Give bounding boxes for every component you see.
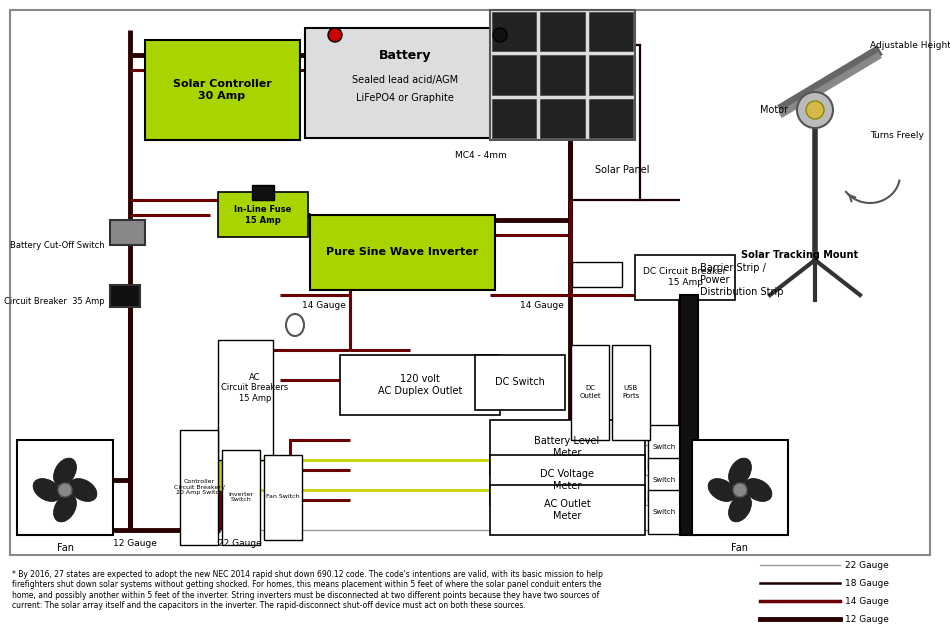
Bar: [692, 440, 788, 535]
Bar: [490, 420, 645, 475]
Text: AC Outlet
Meter: AC Outlet Meter: [543, 499, 590, 521]
Text: Switch: Switch: [653, 509, 675, 515]
Circle shape: [58, 483, 72, 497]
Text: Battery Level
Meter: Battery Level Meter: [534, 436, 599, 458]
Text: Controller
Circuit Breaker /
20 Amp Switch: Controller Circuit Breaker / 20 Amp Swit…: [174, 479, 224, 495]
Bar: [571, 345, 609, 440]
Text: Sealed lead acid/AGM: Sealed lead acid/AGM: [352, 75, 458, 85]
Text: Motor: Motor: [760, 105, 788, 115]
Bar: [648, 490, 680, 534]
Ellipse shape: [33, 479, 61, 501]
Text: USB
Ports: USB Ports: [622, 386, 639, 399]
Bar: [10, 10, 930, 555]
Bar: [475, 355, 565, 410]
Text: Solar Tracking Mount: Solar Tracking Mount: [741, 250, 859, 260]
Bar: [589, 55, 633, 94]
Ellipse shape: [69, 479, 97, 501]
Text: Inverter
Switch: Inverter Switch: [228, 491, 254, 502]
Ellipse shape: [744, 479, 772, 501]
Ellipse shape: [729, 494, 751, 522]
Text: 12 Gauge: 12 Gauge: [845, 614, 889, 624]
Text: Fan: Fan: [732, 543, 749, 553]
Text: 18 Gauge: 18 Gauge: [845, 578, 889, 588]
Bar: [110, 285, 140, 307]
Text: * By 2016, 27 states are expected to adopt the new NEC 2014 rapid shut down 690.: * By 2016, 27 states are expected to ado…: [12, 570, 603, 610]
Text: Pure Sine Wave Inverter: Pure Sine Wave Inverter: [326, 247, 478, 257]
Text: 14 Gauge: 14 Gauge: [520, 301, 564, 309]
Bar: [492, 99, 537, 138]
Text: MC4 - 4mm: MC4 - 4mm: [455, 151, 506, 159]
Text: Solar Controller
30 Amp: Solar Controller 30 Amp: [173, 79, 272, 101]
Text: Turns Freely: Turns Freely: [870, 130, 923, 139]
Text: DC Voltage
Meter: DC Voltage Meter: [540, 469, 594, 491]
Text: Switch: Switch: [653, 477, 675, 483]
Circle shape: [328, 28, 342, 42]
Circle shape: [733, 483, 747, 497]
Text: Fan Switch: Fan Switch: [266, 495, 300, 500]
Bar: [648, 425, 680, 469]
Bar: [490, 455, 645, 505]
Bar: [572, 262, 622, 287]
Text: Battery Cut-Off Switch: Battery Cut-Off Switch: [10, 241, 105, 249]
Text: In-Line Fuse
15 Amp: In-Line Fuse 15 Amp: [235, 205, 292, 225]
Bar: [541, 55, 584, 94]
Bar: [145, 40, 300, 140]
Bar: [490, 10, 635, 140]
Bar: [252, 185, 274, 200]
Bar: [589, 12, 633, 51]
Bar: [541, 12, 584, 51]
Text: DC Circuit Breaker
15 Amp: DC Circuit Breaker 15 Amp: [643, 267, 727, 287]
Bar: [310, 215, 495, 290]
Bar: [264, 455, 302, 540]
Bar: [635, 255, 735, 300]
Bar: [612, 345, 650, 440]
Text: Fan: Fan: [56, 543, 73, 553]
Bar: [305, 28, 505, 138]
Text: Circuit Breaker  35 Amp: Circuit Breaker 35 Amp: [5, 297, 105, 307]
Bar: [340, 355, 500, 415]
Bar: [218, 340, 273, 460]
Text: AC
Circuit Breakers
15 Amp: AC Circuit Breakers 15 Amp: [221, 373, 289, 403]
Bar: [17, 440, 113, 535]
Bar: [589, 99, 633, 138]
Ellipse shape: [708, 479, 736, 501]
Bar: [218, 192, 308, 237]
Ellipse shape: [729, 458, 751, 486]
Ellipse shape: [286, 314, 304, 336]
Text: 120 volt
AC Duplex Outlet: 120 volt AC Duplex Outlet: [378, 374, 463, 396]
Bar: [110, 220, 145, 245]
Ellipse shape: [53, 458, 76, 486]
Text: 14 Gauge: 14 Gauge: [302, 301, 346, 309]
Text: Solar Panel: Solar Panel: [595, 165, 650, 175]
Text: DC
Outlet: DC Outlet: [580, 386, 600, 399]
Bar: [680, 295, 698, 535]
Bar: [180, 430, 218, 545]
Bar: [648, 458, 680, 502]
Bar: [222, 450, 260, 545]
Text: Switch: Switch: [653, 444, 675, 450]
Text: 12 Gauge: 12 Gauge: [113, 539, 157, 547]
Ellipse shape: [53, 494, 76, 522]
Bar: [541, 99, 584, 138]
Text: Adjustable Height: Adjustable Height: [870, 40, 950, 50]
Text: 22 Gauge: 22 Gauge: [845, 561, 889, 570]
Bar: [492, 55, 537, 94]
Text: 22 Gauge: 22 Gauge: [218, 539, 262, 547]
Circle shape: [493, 28, 507, 42]
Text: LiFePO4 or Graphite: LiFePO4 or Graphite: [356, 93, 454, 103]
Bar: [492, 12, 537, 51]
Text: Battery: Battery: [379, 49, 431, 62]
Text: Barrier Strip /
Power
Distribution Strip: Barrier Strip / Power Distribution Strip: [700, 263, 784, 297]
Bar: [490, 485, 645, 535]
Text: DC Switch: DC Switch: [495, 377, 545, 387]
Text: 14 Gauge: 14 Gauge: [845, 597, 889, 605]
Circle shape: [806, 101, 824, 119]
Circle shape: [797, 92, 833, 128]
